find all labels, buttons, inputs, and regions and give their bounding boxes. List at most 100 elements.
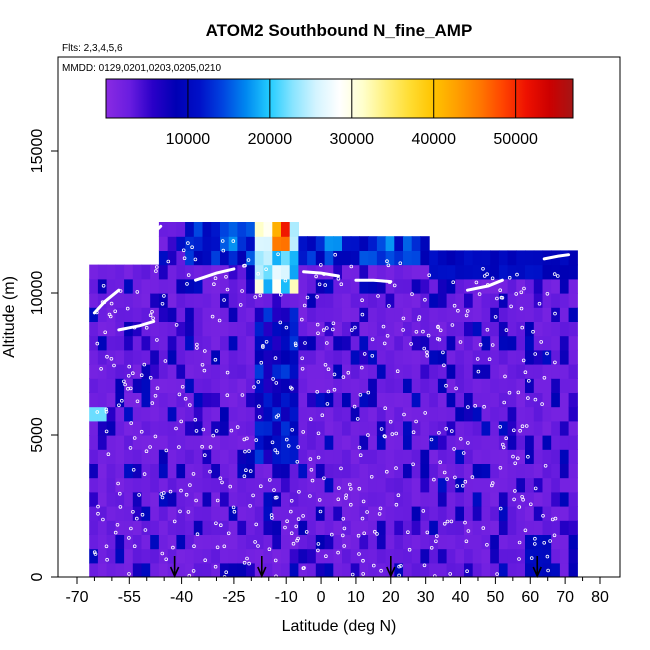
- heatmap-cell: [168, 549, 177, 564]
- heatmap-cell: [159, 407, 168, 422]
- heatmap-cell: [246, 222, 255, 237]
- heatmap-cell: [525, 265, 534, 280]
- heatmap-cell: [560, 392, 569, 407]
- heatmap-cell: [333, 534, 342, 549]
- heatmap-cell: [508, 392, 517, 407]
- heatmap-cell: [246, 321, 255, 336]
- heatmap-cell: [438, 279, 447, 294]
- heatmap-cell: [298, 250, 307, 265]
- heatmap-cell: [237, 250, 246, 265]
- colorbar-tick-label: 30000: [330, 131, 375, 148]
- heatmap-cell: [473, 307, 482, 322]
- heatmap-cell: [115, 307, 124, 322]
- heatmap-cell: [142, 265, 151, 280]
- heatmap-cell: [246, 364, 255, 379]
- heatmap-cell: [211, 378, 220, 393]
- heatmap-cell: [464, 250, 473, 265]
- heatmap-cell: [194, 321, 203, 336]
- heatmap-cell: [351, 520, 360, 535]
- heatmap-cell: [333, 307, 342, 322]
- heatmap-cell: [264, 407, 273, 422]
- heatmap-cell: [412, 350, 421, 365]
- heatmap-cell: [525, 378, 534, 393]
- heatmap-cell: [89, 265, 98, 280]
- heatmap-cell: [351, 534, 360, 549]
- heatmap-cell: [229, 492, 238, 507]
- heatmap-cell: [359, 478, 368, 493]
- heatmap-cell: [429, 307, 438, 322]
- heatmap-cell: [560, 520, 569, 535]
- heatmap-cell: [333, 449, 342, 464]
- heatmap-cell: [508, 534, 517, 549]
- heatmap-cell: [272, 279, 281, 294]
- heatmap-cell: [359, 378, 368, 393]
- heatmap-cell: [98, 478, 107, 493]
- heatmap-cell: [211, 321, 220, 336]
- heatmap-cell: [534, 449, 543, 464]
- heatmap-cell: [281, 336, 290, 351]
- heatmap-cell: [264, 350, 273, 365]
- heatmap-cell: [133, 534, 142, 549]
- heatmap-cell: [403, 435, 412, 450]
- heatmap-cell: [429, 421, 438, 436]
- heatmap-cell: [89, 563, 98, 578]
- x-tick-label: -25: [222, 589, 245, 606]
- heatmap-cell: [290, 435, 299, 450]
- heatmap-cell: [133, 421, 142, 436]
- heatmap-cell: [455, 520, 464, 535]
- heatmap-cell: [377, 534, 386, 549]
- heatmap-cell: [89, 463, 98, 478]
- heatmap-cell: [386, 336, 395, 351]
- heatmap-cell: [159, 506, 168, 521]
- heatmap-cell: [307, 250, 316, 265]
- heatmap-cell: [246, 421, 255, 436]
- heatmap-cell: [203, 307, 212, 322]
- heatmap-cell: [185, 478, 194, 493]
- heatmap-cell: [516, 478, 525, 493]
- heatmap-cell: [115, 463, 124, 478]
- heatmap-cell: [272, 506, 281, 521]
- heatmap-cell: [264, 449, 273, 464]
- heatmap-cell: [473, 534, 482, 549]
- heatmap-cell: [534, 478, 543, 493]
- heatmap-cell: [412, 407, 421, 422]
- heatmap-cell: [447, 506, 456, 521]
- heatmap-cell: [255, 478, 264, 493]
- heatmap-cell: [185, 435, 194, 450]
- heatmap-cell: [499, 506, 508, 521]
- heatmap-cell: [203, 534, 212, 549]
- heatmap-cell: [168, 506, 177, 521]
- heatmap-cell: [185, 250, 194, 265]
- heatmap-cell: [298, 492, 307, 507]
- heatmap-cell: [420, 307, 429, 322]
- heatmap-cell: [107, 321, 116, 336]
- heatmap-cell: [333, 392, 342, 407]
- y-axis: 050001000015000: [29, 129, 58, 582]
- heatmap-cell: [246, 520, 255, 535]
- heatmap-cell: [211, 293, 220, 308]
- heatmap-cell: [508, 350, 517, 365]
- heatmap-cell: [429, 364, 438, 379]
- heatmap-cell: [264, 222, 273, 237]
- y-tick-label: 10000: [29, 271, 46, 316]
- heatmap-cell: [142, 293, 151, 308]
- heatmap-cell: [142, 392, 151, 407]
- heatmap-cell: [377, 265, 386, 280]
- heatmap-cell: [159, 534, 168, 549]
- heatmap-cell: [168, 378, 177, 393]
- heatmap-cell: [237, 492, 246, 507]
- heatmap-cell: [264, 463, 273, 478]
- heatmap-cell: [569, 378, 578, 393]
- heatmap-cell: [272, 265, 281, 280]
- heatmap-cell: [237, 236, 246, 251]
- heatmap-cell: [142, 463, 151, 478]
- heatmap-cell: [246, 549, 255, 564]
- heatmap-cell: [316, 549, 325, 564]
- heatmap-cell: [569, 534, 578, 549]
- heatmap-cell: [420, 236, 429, 251]
- heatmap-cell: [237, 392, 246, 407]
- heatmap-cell: [420, 534, 429, 549]
- heatmap-cell: [176, 478, 185, 493]
- heatmap-cell: [168, 265, 177, 280]
- heatmap-cell: [203, 293, 212, 308]
